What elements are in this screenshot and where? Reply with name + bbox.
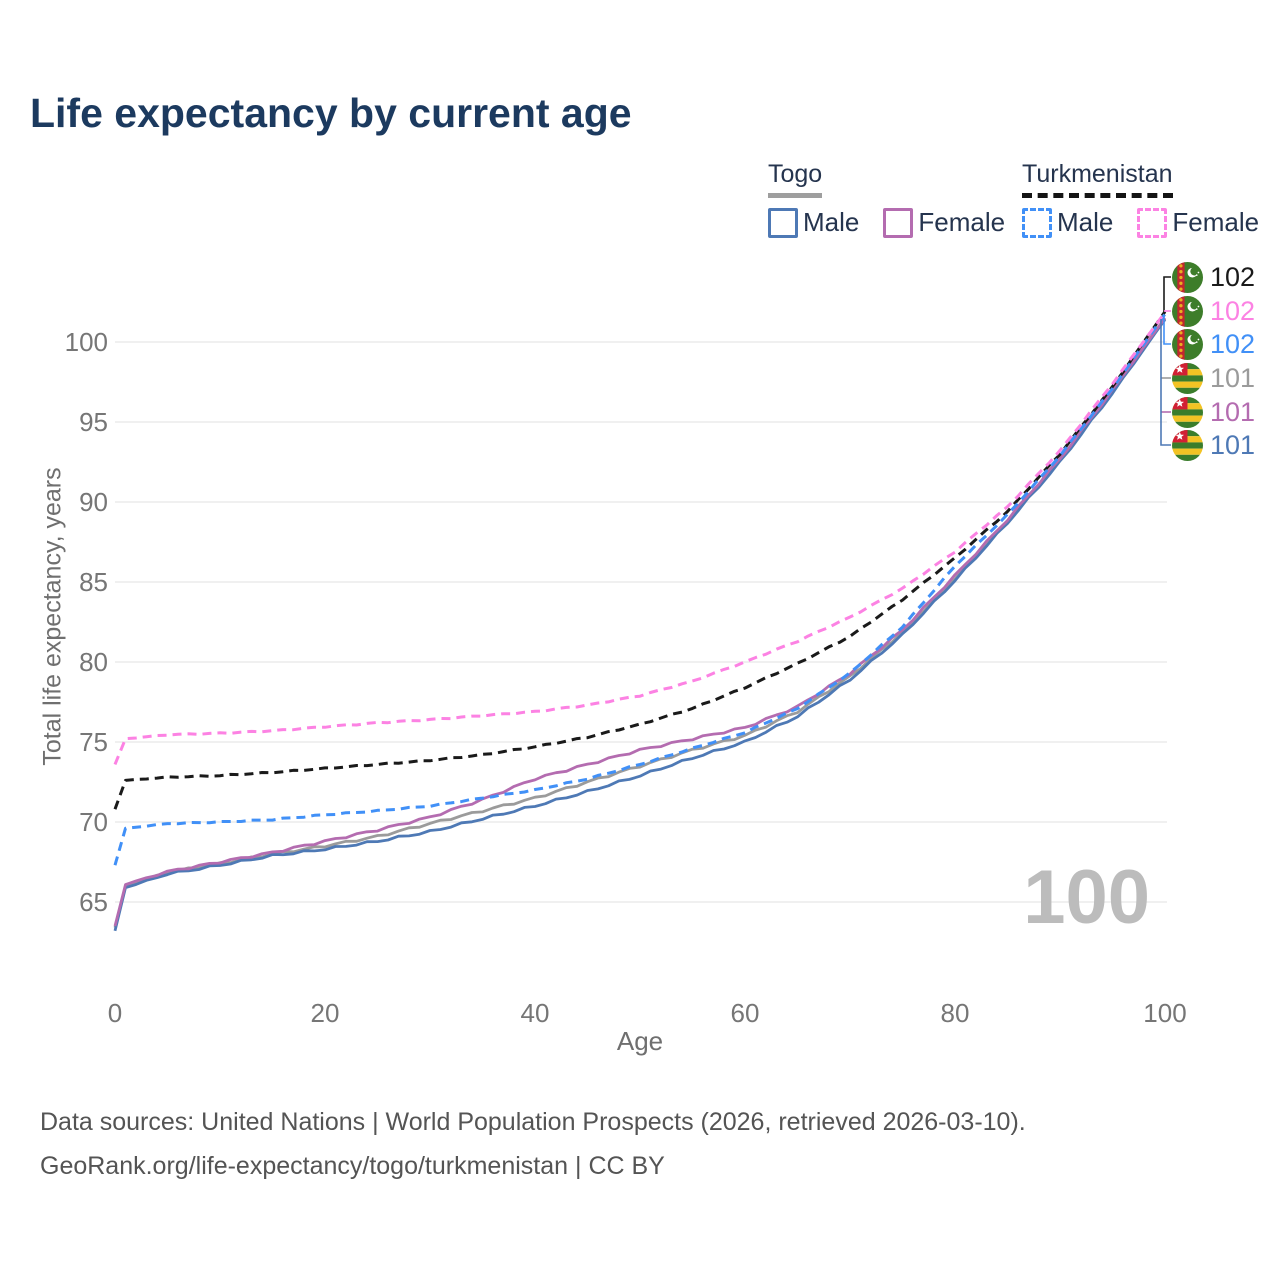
legend-country-turkmenistan: Turkmenistan [1022, 160, 1173, 198]
y-tick-label: 80 [79, 647, 108, 677]
legend-item-togo-female[interactable]: Female [883, 207, 1005, 238]
turkmenistan-flag-icon [1172, 261, 1203, 293]
footer: Data sources: United Nations | World Pop… [40, 1108, 1026, 1196]
turkmenistan-flag-icon [1172, 328, 1203, 360]
y-tick-label: 95 [79, 407, 108, 437]
x-tick-label: 40 [520, 998, 550, 1028]
age-counter-watermark: 100 [1023, 855, 1150, 940]
end-label-turkmenistan-male: 102 [1172, 328, 1255, 360]
data-sources-text: Data sources: United Nations | World Pop… [40, 1108, 1026, 1136]
turkmenistan-flag-icon [1172, 295, 1203, 327]
y-tick-label: 85 [79, 567, 108, 597]
x-tick-label: 100 [1143, 998, 1187, 1028]
end-label-turkmenistan-female: 102 [1172, 295, 1255, 327]
legend-group-togo: Togo Male Female [768, 160, 1005, 238]
y-tick-label: 100 [64, 327, 108, 357]
y-tick-label: 65 [79, 887, 108, 917]
x-axis-title: Age [616, 1026, 664, 1056]
legend-item-turkmenistan-male[interactable]: Male [1022, 207, 1113, 238]
legend-group-turkmenistan: Turkmenistan Male Female [1022, 160, 1259, 238]
end-label-togo-male: 101 [1172, 429, 1255, 461]
x-tick-label: 0 [107, 998, 123, 1028]
x-tick-label: 60 [730, 998, 760, 1028]
turkmenistan-female-swatch-icon [1137, 207, 1168, 238]
legend-item-togo-male[interactable]: Male [768, 207, 859, 238]
end-label-togo-female: 101 [1172, 396, 1255, 428]
y-tick-label: 90 [79, 487, 108, 517]
georank-attribution-link[interactable]: GeoRank.org/life-expectancy/togo/turkmen… [40, 1152, 665, 1180]
y-tick-label: 70 [79, 807, 108, 837]
page-title: Life expectancy by current age [30, 90, 632, 136]
x-tick-label: 80 [940, 998, 970, 1028]
togo-female-swatch-icon [883, 207, 914, 238]
togo-male-swatch-icon [768, 207, 798, 238]
x-tick-label: 20 [310, 998, 340, 1028]
end-label-turkmenistan-all: 102 [1172, 261, 1255, 293]
legend-item-turkmenistan-female[interactable]: Female [1137, 207, 1259, 238]
togo-flag-icon [1172, 429, 1203, 461]
turkmenistan-male-swatch-icon [1022, 207, 1052, 238]
togo-flag-icon [1172, 362, 1203, 394]
end-label-togo-all: 101 [1172, 362, 1255, 394]
legend-country-togo: Togo [768, 160, 823, 198]
y-tick-label: 75 [79, 727, 108, 757]
togo-flag-icon [1172, 396, 1203, 428]
